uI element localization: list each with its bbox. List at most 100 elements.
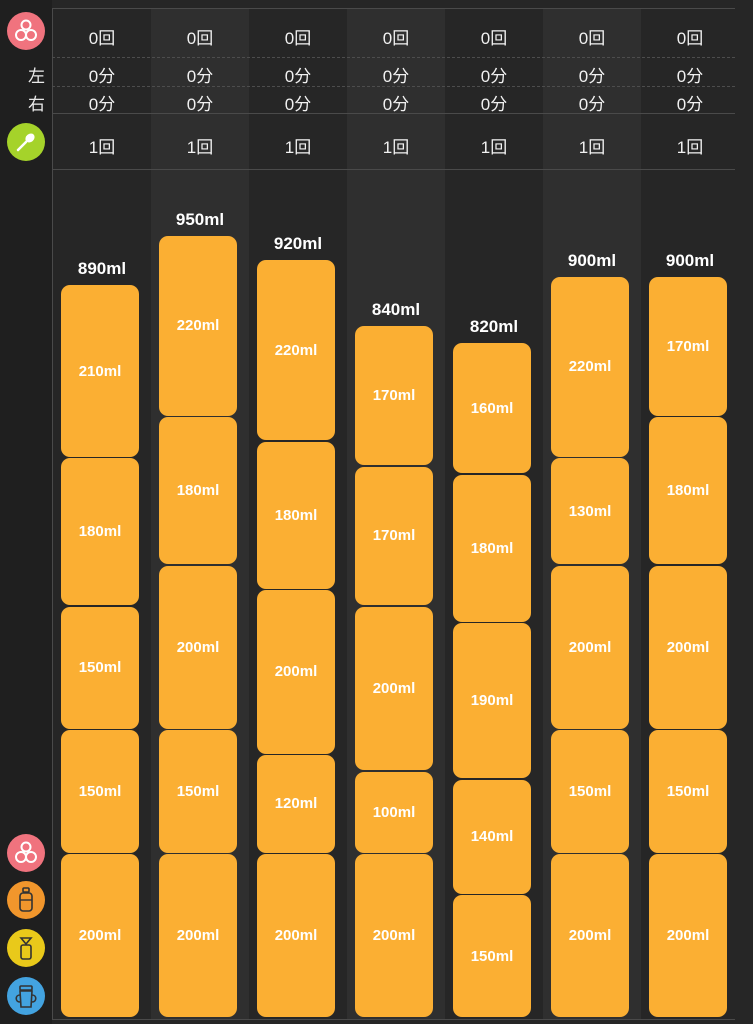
baby-food-count: 1回 [676, 138, 704, 157]
right-minutes: 0分 [480, 95, 508, 114]
feeding-segment[interactable]: 140ml [453, 779, 531, 894]
nursing-count: 0回 [676, 29, 704, 48]
day-column[interactable]: 0回 0分 0分 1回 900ml 220ml 130ml 200ml 150ml 200ml [543, 9, 641, 1019]
feeding-segment[interactable]: 210ml [61, 285, 139, 457]
feeding-segment[interactable]: 190ml [453, 623, 531, 779]
feeding-segment[interactable]: 150ml [649, 730, 727, 853]
feeding-segment[interactable]: 150ml [159, 730, 237, 853]
segment-amount-label: 200ml [666, 638, 710, 656]
feeding-segment[interactable]: 200ml [61, 854, 139, 1018]
segment-amount-label: 150ml [78, 659, 122, 677]
baby-food-count: 1回 [578, 138, 606, 157]
nursing-count: 0回 [382, 29, 410, 48]
feeding-segment[interactable]: 200ml [159, 565, 237, 729]
feeding-segment[interactable]: 200ml [649, 565, 727, 729]
segment-amount-label: 150ml [176, 783, 220, 800]
daily-total-label: 840ml [371, 300, 421, 320]
feeding-segment[interactable]: 200ml [551, 854, 629, 1018]
feeding-segment[interactable]: 150ml [61, 730, 139, 853]
segment-amount-label: 140ml [470, 828, 514, 846]
feeding-segment[interactable]: 180ml [453, 474, 531, 622]
feeding-segment[interactable]: 200ml [355, 606, 433, 771]
day-column[interactable]: 0回 0分 0分 1回 900ml 170ml 180ml 200ml 150ml 200ml [641, 9, 739, 1019]
feeding-segment[interactable]: 180ml [649, 417, 727, 565]
feeding-segment[interactable]: 180ml [159, 417, 237, 565]
segment-amount-label: 160ml [470, 399, 514, 417]
baby-food-count: 1回 [480, 138, 508, 157]
feeding-segment[interactable]: 220ml [551, 276, 629, 457]
nursing-count: 0回 [578, 29, 606, 48]
segment-amount-label: 120ml [274, 795, 318, 813]
pumped-milk-bottle-icon [7, 929, 45, 967]
feeding-segment[interactable]: 120ml [257, 755, 335, 853]
baby-food-count: 1回 [284, 138, 312, 157]
segment-amount-label: 150ml [470, 947, 514, 965]
segment-amount-label: 130ml [568, 502, 612, 520]
segment-amount-label: 170ml [666, 337, 710, 355]
segment-amount-label: 200ml [372, 927, 416, 945]
left-minutes: 0分 [676, 67, 704, 86]
feeding-segment[interactable]: 130ml [551, 458, 629, 564]
baby-food-count: 1回 [382, 138, 410, 157]
feeding-segment[interactable]: 200ml [257, 854, 335, 1018]
segment-amount-label: 180ml [470, 539, 514, 557]
segment-amount-label: 200ml [176, 638, 220, 656]
segment-amount-label: 150ml [666, 783, 710, 800]
feeding-segment[interactable]: 180ml [257, 441, 335, 589]
feeding-segment[interactable]: 170ml [649, 276, 727, 416]
daily-total-label: 920ml [273, 234, 323, 254]
nursing-count: 0回 [88, 29, 116, 48]
day-column[interactable]: 0回 0分 0分 1回 920ml 220ml 180ml 200ml 120ml 200ml [249, 9, 347, 1019]
feeding-segment[interactable]: 200ml [551, 565, 629, 729]
feeding-segment[interactable]: 100ml [355, 771, 433, 853]
daily-total-label: 890ml [77, 259, 127, 279]
feeding-segment[interactable]: 150ml [453, 895, 531, 1018]
baby-food-spoon-icon [7, 123, 45, 161]
row-divider [52, 86, 735, 87]
segment-amount-label: 200ml [372, 679, 416, 697]
feeding-segment[interactable]: 160ml [453, 342, 531, 474]
row-divider [52, 57, 735, 58]
left-minutes: 0分 [186, 67, 214, 86]
day-column[interactable]: 0回 0分 0分 1回 890ml 210ml 180ml 150ml 150ml 200ml [53, 9, 151, 1019]
right-side-label: 右 [28, 95, 45, 114]
feeding-segment[interactable]: 150ml [551, 730, 629, 853]
segment-amount-label: 200ml [274, 927, 318, 945]
daily-total-label: 900ml [665, 250, 715, 270]
feeding-segment[interactable]: 200ml [257, 590, 335, 754]
left-minutes: 0分 [382, 67, 410, 86]
segment-amount-label: 170ml [372, 527, 416, 545]
segment-amount-label: 150ml [78, 783, 122, 800]
segment-amount-label: 210ml [78, 362, 122, 380]
daily-total-label: 950ml [175, 209, 225, 229]
day-column[interactable]: 0回 0分 0分 1回 840ml 170ml 170ml 200ml 100ml 200ml [347, 9, 445, 1019]
row-divider [52, 169, 735, 170]
feeding-segment[interactable]: 220ml [159, 235, 237, 416]
feeding-segment[interactable]: 180ml [61, 458, 139, 606]
baby-food-count: 1回 [88, 138, 116, 157]
left-minutes: 0分 [480, 67, 508, 86]
feeding-segment[interactable]: 170ml [355, 326, 433, 466]
segment-amount-label: 200ml [568, 927, 612, 945]
left-minutes: 0分 [284, 67, 312, 86]
row-divider [52, 113, 735, 114]
feeding-segment[interactable]: 150ml [61, 606, 139, 729]
feeding-segment[interactable]: 220ml [257, 260, 335, 441]
left-minutes: 0分 [578, 67, 606, 86]
segment-amount-label: 200ml [274, 663, 318, 681]
baby-food-count: 1回 [186, 138, 214, 157]
day-column[interactable]: 0回 0分 0分 1回 820ml 160ml 180ml 190ml 140ml 150ml [445, 9, 543, 1019]
breastfeeding-icon [7, 12, 45, 50]
day-column[interactable]: 0回 0分 0分 1回 950ml 220ml 180ml 200ml 150ml 200ml [151, 9, 249, 1019]
right-minutes: 0分 [578, 95, 606, 114]
breastfeeding-legend-icon [7, 834, 45, 872]
feeding-segment[interactable]: 170ml [355, 466, 433, 606]
left-minutes: 0分 [88, 67, 116, 86]
segment-amount-label: 200ml [666, 927, 710, 945]
feeding-segment[interactable]: 200ml [649, 854, 727, 1018]
segment-amount-label: 200ml [176, 927, 220, 945]
left-side-label: 左 [28, 67, 45, 86]
right-minutes: 0分 [88, 95, 116, 114]
feeding-segment[interactable]: 200ml [355, 854, 433, 1018]
feeding-segment[interactable]: 200ml [159, 854, 237, 1018]
